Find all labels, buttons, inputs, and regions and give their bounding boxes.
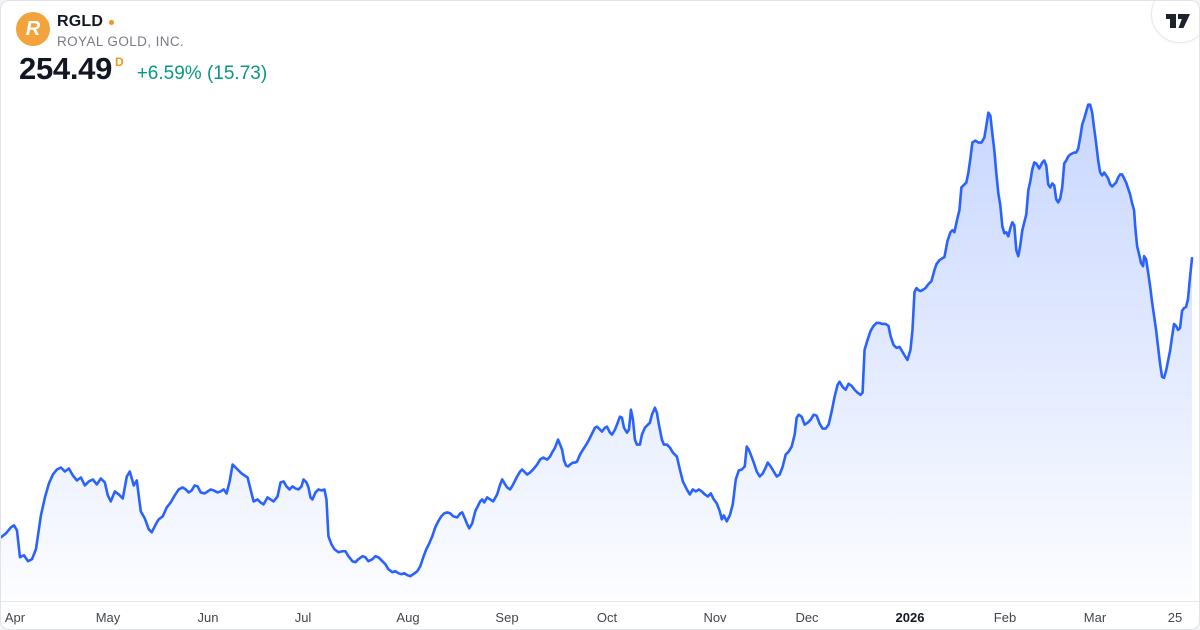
ticker-symbol: RGLD	[57, 13, 104, 30]
company-logo-letter: R	[25, 17, 41, 40]
price-change: +6.59% (15.73)	[136, 63, 268, 84]
company-logo: R	[16, 12, 50, 46]
tradingview-icon	[1166, 14, 1190, 28]
price-line	[1, 103, 1194, 578]
symbol-header: R RGLD ROYAL GOLD, INC.	[16, 12, 184, 49]
price-area	[1, 104, 1193, 600]
interval-badge: D	[115, 55, 124, 69]
price-row: 254.49 D +6.59% (15.73)	[19, 51, 267, 87]
x-axis-divider	[1, 601, 1199, 602]
company-name: ROYAL GOLD, INC.	[57, 34, 185, 49]
market-status-dot	[109, 20, 115, 25]
price-value: 254.49	[19, 51, 113, 86]
symbol-identity: RGLD ROYAL GOLD, INC.	[57, 12, 184, 49]
